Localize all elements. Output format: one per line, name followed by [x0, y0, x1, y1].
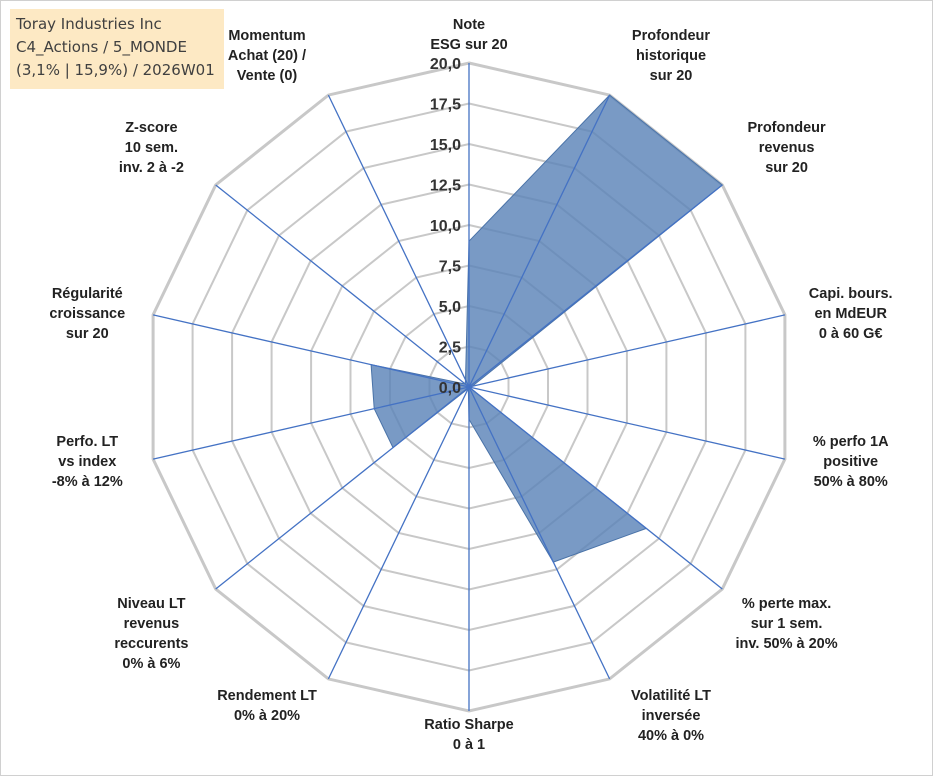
category-label: Ratio Sharpe 0 à 1: [424, 717, 513, 753]
category-label-line: Z-score: [125, 120, 177, 136]
category-label-line: Achat (20) /: [228, 48, 306, 64]
tick-label: 12,5: [430, 178, 461, 195]
category-label: Rendement LT 0% à 20%: [217, 688, 317, 724]
category-label-line: 10 sem.: [125, 140, 178, 156]
tick-label: 2,5: [439, 340, 461, 357]
period-label: (3,1% | 15,9%) / 2026W01: [16, 61, 215, 79]
company-name: Toray Industries Inc: [16, 15, 162, 33]
category-label-line: revenus: [759, 140, 815, 156]
category-label-line: en MdEUR: [814, 306, 887, 322]
spoke: [468, 314, 786, 388]
tick-label: 15,0: [430, 137, 461, 154]
category-label: Volatilité LT inversée 40% à 0%: [631, 688, 711, 744]
tick-label: 10,0: [430, 218, 461, 235]
category-label-line: sur 20: [650, 68, 693, 84]
category-label: % perte max. sur 1 sem. inv. 50% à 20%: [736, 596, 838, 652]
category-label-line: Momentum: [228, 28, 305, 44]
category-label-line: Niveau LT: [117, 596, 185, 612]
spoke: [468, 386, 723, 590]
category-label-line: sur 20: [66, 326, 109, 342]
category-label: Z-score 10 sem. inv. 2 à -2: [119, 120, 184, 176]
category-label-line: croissance: [49, 306, 125, 322]
category-label-line: -8% à 12%: [52, 474, 123, 490]
category-label-line: % perfo 1A: [813, 434, 889, 450]
spoke: [215, 184, 470, 388]
category-label-line: Perfo. LT: [56, 434, 118, 450]
category-label-line: Volatilité LT: [631, 688, 711, 704]
spoke: [152, 314, 470, 388]
category-label-line: historique: [636, 48, 706, 64]
spoke: [468, 386, 611, 680]
tick-label: 0,0: [439, 380, 461, 397]
tick-label: 7,5: [439, 259, 461, 276]
category-label-line: % perte max.: [742, 596, 831, 612]
category-label-line: 0% à 20%: [234, 708, 300, 724]
spoke: [327, 386, 470, 680]
spoke: [468, 94, 611, 388]
category-label: Perfo. LT vs index -8% à 12%: [52, 434, 123, 490]
category-label-line: 50% à 80%: [814, 474, 888, 490]
category-label-line: Ratio Sharpe: [424, 717, 513, 733]
category-label-line: Profondeur: [632, 28, 710, 44]
spoke: [215, 386, 470, 590]
tick-label: 20,0: [430, 56, 461, 73]
category-label-line: reccurents: [114, 636, 188, 652]
category-label-line: inversée: [642, 708, 701, 724]
category-label-line: positive: [823, 454, 878, 470]
category-label-line: Régularité: [52, 286, 123, 302]
spoke: [468, 184, 723, 388]
category-label-line: Capi. bours.: [809, 286, 893, 302]
portfolio-label: C4_Actions / 5_MONDE: [16, 38, 187, 56]
category-label-line: revenus: [124, 616, 180, 632]
category-label: Momentum Achat (20) / Vente (0): [228, 28, 306, 84]
category-label-line: sur 20: [765, 160, 808, 176]
spoke: [327, 94, 470, 388]
category-label-line: 0 à 1: [453, 737, 485, 753]
data-area: [370, 94, 724, 563]
category-label: Niveau LT revenus reccurents 0% à 6%: [114, 596, 188, 672]
info-box: Toray Industries Inc C4_Actions / 5_MOND…: [10, 9, 224, 89]
category-label: Profondeur revenus sur 20: [748, 120, 826, 176]
category-label-line: Profondeur: [748, 120, 826, 136]
tick-label: 5,0: [439, 299, 461, 316]
category-label-line: ESG sur 20: [430, 37, 507, 53]
category-label-line: 0 à 60 G€: [819, 326, 883, 342]
category-label-line: inv. 50% à 20%: [736, 636, 838, 652]
category-label: Régularité croissance sur 20: [49, 286, 125, 342]
category-label-line: Rendement LT: [217, 688, 317, 704]
category-label: Note ESG sur 20: [430, 17, 507, 53]
category-label: % perfo 1A positive 50% à 80%: [813, 434, 889, 490]
category-label-line: Vente (0): [237, 68, 298, 84]
category-label: Capi. bours. en MdEUR 0 à 60 G€: [809, 286, 893, 342]
category-label-line: 40% à 0%: [638, 728, 704, 744]
category-label: Profondeur historique sur 20: [632, 28, 710, 84]
tick-label: 17,5: [430, 97, 461, 114]
spoke: [468, 386, 786, 460]
spoke: [152, 386, 470, 460]
category-label-line: Note: [453, 17, 485, 33]
category-label-line: vs index: [58, 454, 116, 470]
category-label-line: inv. 2 à -2: [119, 160, 184, 176]
category-label-line: 0% à 6%: [122, 656, 180, 672]
category-label-line: sur 1 sem.: [751, 616, 823, 632]
spokes: [152, 63, 786, 711]
